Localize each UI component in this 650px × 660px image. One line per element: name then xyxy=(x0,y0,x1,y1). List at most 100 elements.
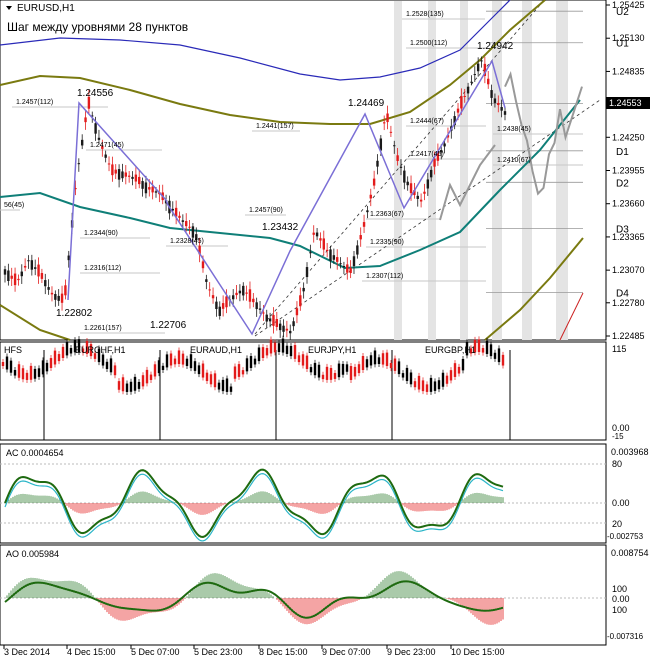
chart-labels: 1.254251.251301.248351.245401.242501.239… xyxy=(3,0,645,657)
pair-candle-body xyxy=(241,370,245,375)
candle-body xyxy=(87,96,91,109)
candle-body xyxy=(3,269,7,275)
swing-point-label: 1.24469 xyxy=(348,98,385,109)
collapse-icon[interactable] xyxy=(6,6,12,10)
pair-candle-body xyxy=(29,365,33,380)
forecast-path xyxy=(504,70,583,196)
pair-candle-body xyxy=(277,343,281,353)
candle-body xyxy=(94,123,97,134)
pair-candle-body xyxy=(33,368,37,379)
pair-label-1: EURCHF,H1 xyxy=(75,345,126,355)
pair-candle-body xyxy=(421,380,425,392)
candle-body xyxy=(195,234,198,241)
candle-body xyxy=(80,139,84,146)
candle-body xyxy=(399,166,403,168)
pair-candle-body xyxy=(461,358,465,371)
candle-body xyxy=(329,249,332,261)
pair-candle-body xyxy=(73,340,77,353)
candle-body xyxy=(44,280,47,287)
pair-candle-body xyxy=(305,355,309,370)
candle-body xyxy=(423,191,426,194)
candle-body xyxy=(497,102,500,106)
candle-body xyxy=(141,181,144,189)
pair-candle-body xyxy=(161,365,165,370)
time-axis-label: 5 Dec 23:00 xyxy=(194,647,243,657)
candle-body xyxy=(242,285,245,296)
pair-candle-body xyxy=(17,364,21,378)
candle-body xyxy=(312,232,315,235)
candle-body xyxy=(295,308,299,316)
candle-body xyxy=(148,187,151,190)
candle-body xyxy=(67,255,70,261)
indicator-panels xyxy=(0,335,606,625)
pair-candle-body xyxy=(433,381,437,391)
pair-candle-body xyxy=(489,344,493,357)
pair-candle-body xyxy=(129,381,133,392)
pair-candle-body xyxy=(85,341,89,354)
pair-candle-body xyxy=(329,367,333,380)
pair-candle-body xyxy=(225,378,229,392)
price-axis-label: 1.22780 xyxy=(612,298,645,308)
pair-candle-body xyxy=(393,358,397,371)
pair-candle-body xyxy=(273,342,277,353)
pair-candle-body xyxy=(445,375,449,384)
candle-body xyxy=(27,260,30,262)
pair-candle-body xyxy=(249,356,253,368)
time-axis-label: 3 Dec 2014 xyxy=(4,647,50,657)
time-axis-label: 4 Dec 15:00 xyxy=(67,647,116,657)
candle-body xyxy=(218,306,221,316)
pair-candle-body xyxy=(189,354,193,369)
pair-candle-body xyxy=(137,381,141,389)
pair-candle-body xyxy=(397,361,401,375)
pair-candle-body xyxy=(13,369,17,376)
level-label: D4 xyxy=(616,289,629,300)
swing-point-label: 1.24942 xyxy=(477,41,514,52)
pair-candle-body xyxy=(105,361,109,370)
time-axis-label: 5 Dec 07:00 xyxy=(131,647,180,657)
candle-body xyxy=(278,323,282,331)
pair-candle-body xyxy=(369,355,373,366)
pair-label-4: EURGBP,H1 xyxy=(425,345,476,355)
candle-body xyxy=(389,131,393,133)
pair-candle-body xyxy=(193,361,197,371)
fib-label: 1.2328(45) xyxy=(170,238,204,245)
pair-candle-body xyxy=(93,353,97,359)
pair-candle-body xyxy=(345,364,349,372)
pair-label-2: EURAUD,H1 xyxy=(190,345,242,355)
candle-body xyxy=(221,303,225,309)
ac-scale-2: 80 xyxy=(612,459,622,469)
candle-body xyxy=(346,264,349,273)
candle-body xyxy=(302,287,305,292)
fib-label: 1.2528(135) xyxy=(406,11,444,18)
pair-candle-body xyxy=(401,373,405,378)
candle-body xyxy=(292,321,295,327)
candle-body xyxy=(473,74,476,76)
pair-candle-body xyxy=(145,369,149,384)
candle-body xyxy=(40,273,44,279)
pair-candle-body xyxy=(453,363,457,377)
fib-grid xyxy=(0,4,601,337)
lower-olive-band-right xyxy=(484,237,584,341)
pair-candle-body xyxy=(289,345,293,357)
candle-body xyxy=(235,292,238,296)
pair-candle-body xyxy=(141,375,145,387)
pair-candle-body xyxy=(49,358,53,368)
pair-candle-body xyxy=(233,366,237,379)
pair-candle-body xyxy=(149,374,153,380)
pair-candle-body xyxy=(409,372,413,385)
pair-candle-body xyxy=(265,348,269,356)
candle-body xyxy=(37,264,40,277)
candle-body xyxy=(366,210,369,213)
pair-candle-body xyxy=(373,350,377,365)
candle-body xyxy=(20,271,23,277)
candle-body xyxy=(372,178,376,186)
fib-label: 1.2316(112) xyxy=(84,265,121,272)
level-label: D1 xyxy=(616,147,629,158)
pair-candle-body xyxy=(229,386,233,392)
candle-body xyxy=(476,63,480,72)
candle-body xyxy=(57,295,60,301)
ac-label: AC 0.0004654 xyxy=(6,448,64,458)
pair-candle-body xyxy=(473,339,477,353)
candle-body xyxy=(151,186,154,193)
